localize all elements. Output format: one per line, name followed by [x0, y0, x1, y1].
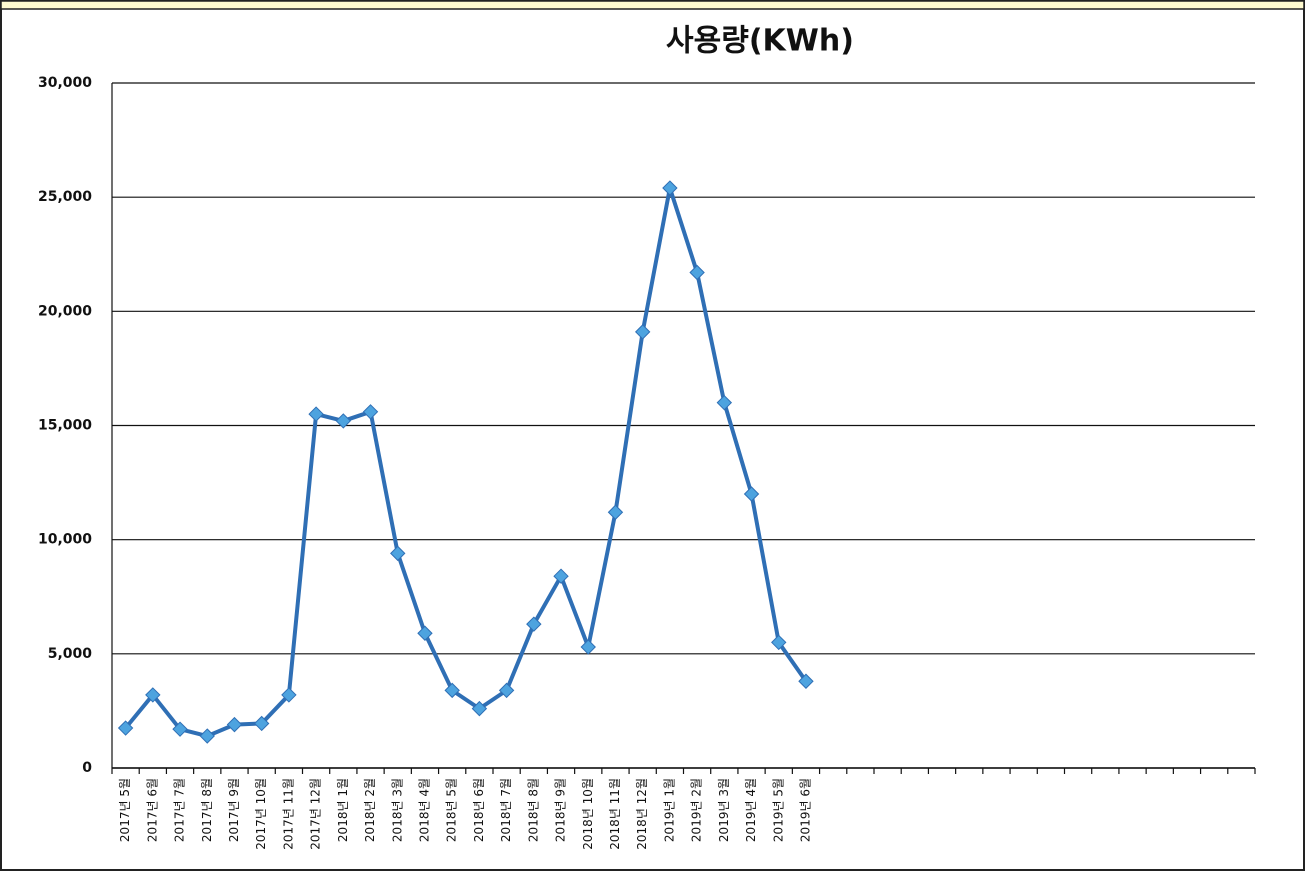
y-tick-label: 30,000 [38, 75, 92, 91]
y-tick-label: 20,000 [38, 303, 92, 319]
y-tick-label: 25,000 [38, 189, 92, 205]
x-tick-label: 2018년 2월 [363, 778, 377, 842]
marker [689, 264, 705, 281]
marker [444, 682, 460, 699]
marker [498, 682, 515, 699]
x-tick-label: 2017년 5월 [118, 778, 132, 842]
marker [390, 545, 406, 562]
marker [580, 639, 596, 655]
marker [172, 721, 188, 737]
x-tick-label: 2018년 5월 [445, 778, 459, 842]
x-tick-label: 2017년 7월 [173, 778, 187, 842]
marker [526, 616, 542, 632]
marker [471, 700, 488, 717]
marker [771, 634, 787, 651]
x-tick-label: 2019년 4월 [744, 778, 758, 842]
y-tick-label: 15,000 [38, 418, 92, 434]
x-tick-label: 2018년 11월 [608, 778, 622, 850]
y-tick-label: 10,000 [38, 532, 92, 548]
marker [634, 324, 651, 340]
x-tick-label: 2017년 11월 [281, 778, 295, 850]
x-tick-label: 2017년 10월 [254, 778, 268, 850]
x-tick-label: 2019년 3월 [717, 778, 731, 842]
x-tick-label: 2018년 8월 [526, 778, 540, 842]
marker [553, 568, 569, 584]
header-band [0, 0, 1305, 10]
x-tick-label: 2017년 6월 [145, 778, 159, 842]
marker [662, 180, 678, 196]
marker [607, 504, 624, 520]
x-tick-label: 2019년 6월 [798, 778, 812, 842]
x-tick-label: 2017년 8월 [200, 778, 214, 842]
marker [417, 625, 433, 641]
marker [117, 720, 134, 736]
y-tick-label: 5,000 [48, 646, 93, 662]
marker [335, 413, 352, 429]
x-tick-label: 2018년 7월 [499, 778, 513, 842]
x-tick-label: 2017년 12월 [309, 778, 323, 850]
marker [253, 715, 270, 732]
x-tick-label: 2019년 5월 [771, 778, 785, 842]
x-tick-label: 2018년 12월 [635, 778, 649, 850]
x-tick-label: 2018년 10월 [581, 778, 595, 850]
x-tick-label: 2018년 4월 [417, 778, 431, 842]
marker [798, 673, 814, 689]
marker [199, 728, 215, 744]
marker [362, 404, 379, 420]
y-tick-label: 0 [82, 760, 92, 776]
x-tick-label: 2019년 2월 [690, 778, 704, 842]
marker [226, 716, 243, 733]
x-tick-label: 2018년 1월 [336, 778, 350, 842]
marker [281, 687, 297, 703]
chart-title: 사용량(KWh) [666, 24, 854, 59]
x-tick-label: 2018년 9월 [554, 778, 568, 842]
x-tick-label: 2018년 6월 [472, 778, 486, 842]
x-tick-label: 2017년 9월 [227, 778, 241, 842]
marker [308, 406, 324, 422]
marker [743, 486, 760, 502]
marker [716, 394, 733, 411]
marker [145, 687, 161, 703]
x-tick-label: 2018년 3월 [390, 778, 404, 842]
x-tick-label: 2019년 1월 [662, 778, 676, 842]
